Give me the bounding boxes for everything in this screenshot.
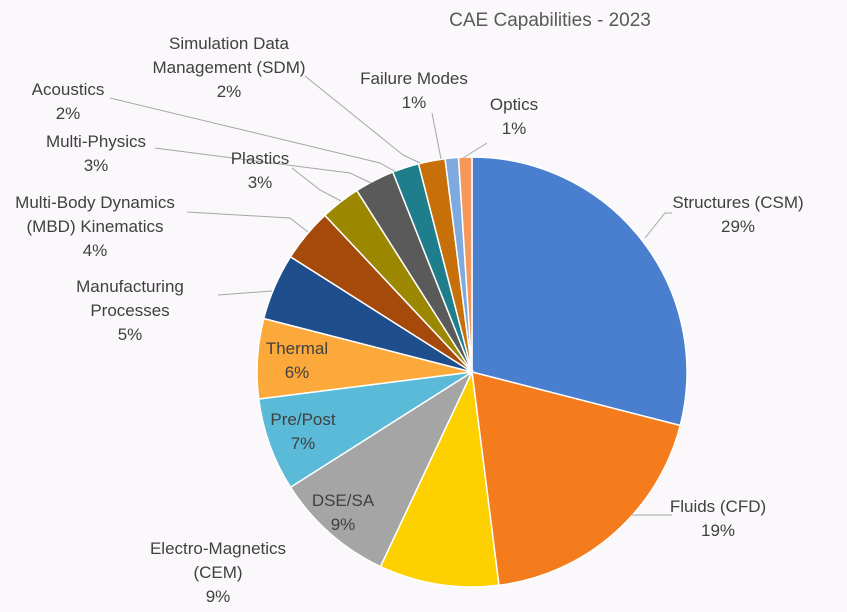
slice-label-6: Manufacturing Processes 5% <box>76 277 184 344</box>
slice-label-8-line-0: Plastics <box>231 149 290 168</box>
leader-line-8 <box>291 167 342 202</box>
pie-slice-1 <box>471 370 682 587</box>
slice-label-11-line-2: 2% <box>217 82 242 101</box>
slice-label-10: Acoustics 2% <box>32 80 105 123</box>
slice-label-11-line-0: Simulation Data <box>169 34 290 53</box>
slice-label-11-line-1: Management (SDM) <box>152 58 305 77</box>
slice-label-10-line-1: 2% <box>56 104 81 123</box>
slice-label-4: Pre/Post 7% <box>270 410 335 453</box>
slice-label-7-line-0: Multi-Body Dynamics <box>15 193 175 212</box>
slice-label-8: Plastics 3% <box>231 149 290 192</box>
slice-label-1: Fluids (CFD) 19% <box>670 497 766 540</box>
slice-label-9-line-1: 3% <box>84 156 109 175</box>
slice-label-10-line-0: Acoustics <box>32 80 105 99</box>
pie-slice-2 <box>379 369 500 588</box>
slice-label-3-line-1: 9% <box>331 515 356 534</box>
slice-label-5: Thermal 6% <box>266 339 328 382</box>
leader-line-12 <box>431 112 442 160</box>
slice-label-6-line-0: Manufacturing <box>76 277 184 296</box>
leader-line-0 <box>644 212 672 239</box>
slice-label-2-line-1: (CEM) <box>193 563 242 582</box>
slice-label-7-line-1: (MBD) Kinematics <box>27 217 164 236</box>
slice-label-12-line-0: Failure Modes <box>360 69 468 88</box>
slice-label-12: Failure Modes 1% <box>360 69 468 112</box>
slice-label-9: Multi-Physics 3% <box>46 132 146 175</box>
slice-label-7-line-2: 4% <box>83 241 108 260</box>
leader-line-11 <box>304 75 421 164</box>
slice-label-9-line-0: Multi-Physics <box>46 132 146 151</box>
pie-slice-3 <box>289 369 474 568</box>
slice-label-2: Electro-Magnetics (CEM) 9% <box>150 539 286 606</box>
slice-label-3-line-0: DSE/SA <box>312 491 375 510</box>
leader-line-6 <box>217 290 273 296</box>
slice-label-13-line-1: 1% <box>502 119 527 138</box>
slice-label-11: Simulation Data Management (SDM) 2% <box>152 34 305 101</box>
slice-label-6-line-1: Processes <box>90 301 169 320</box>
pie-slice-0 <box>471 156 688 427</box>
slice-label-6-line-2: 5% <box>118 325 143 344</box>
slice-label-3: DSE/SA 9% <box>312 491 375 534</box>
slice-label-7: Multi-Body Dynamics (MBD) Kinematics 4% <box>15 193 175 260</box>
leader-line-10 <box>109 97 397 173</box>
slice-label-5-line-0: Thermal <box>266 339 328 358</box>
slice-label-4-line-1: 7% <box>291 434 316 453</box>
slice-label-0-line-1: 29% <box>721 217 755 236</box>
slice-label-2-line-2: 9% <box>206 587 231 606</box>
slice-label-1-line-1: 19% <box>701 521 735 540</box>
slice-label-1-line-0: Fluids (CFD) <box>670 497 766 516</box>
chart-title: CAE Capabilities - 2023 <box>449 10 651 31</box>
leader-line-7 <box>186 211 309 233</box>
leader-line-13 <box>462 142 488 159</box>
slice-label-0-line-0: Structures (CSM) <box>672 193 803 212</box>
slice-label-2-line-0: Electro-Magnetics <box>150 539 286 558</box>
slice-label-5-line-1: 6% <box>285 363 310 382</box>
slice-label-13: Optics 1% <box>490 95 538 138</box>
leader-line-9 <box>154 147 372 184</box>
slice-label-4-line-0: Pre/Post <box>270 410 335 429</box>
slice-label-0: Structures (CSM) 29% <box>672 193 803 236</box>
slice-label-8-line-1: 3% <box>248 173 273 192</box>
slice-label-12-line-1: 1% <box>402 93 427 112</box>
slice-label-13-line-0: Optics <box>490 95 538 114</box>
